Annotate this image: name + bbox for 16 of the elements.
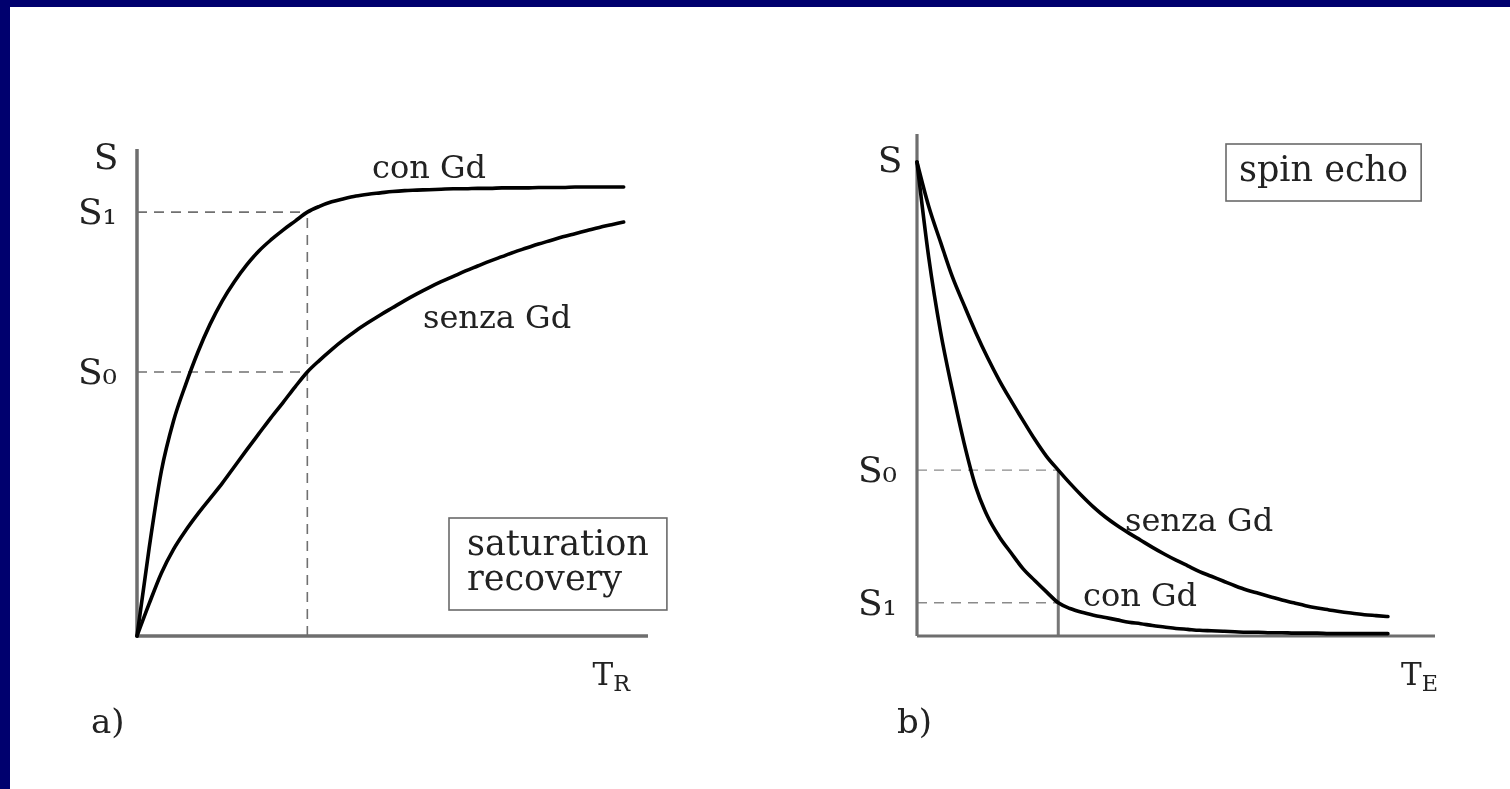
x-axis-title: T$_{E}$ bbox=[1401, 656, 1438, 697]
series-label: senza Gd bbox=[1125, 501, 1274, 539]
series-label: con Gd bbox=[1083, 576, 1198, 614]
annotation: saturation recovery bbox=[467, 523, 649, 598]
ref-line-label: S₁ bbox=[857, 581, 897, 623]
ref-line-label: S₁ bbox=[77, 191, 117, 233]
x-axis-title: T$_{R}$ bbox=[592, 656, 632, 697]
y-axis-title: S bbox=[93, 136, 119, 177]
text: b) bbox=[897, 701, 933, 741]
ref-line-label: S₀ bbox=[77, 350, 117, 392]
annotation: spin echo bbox=[1239, 149, 1409, 189]
series-label: con Gd bbox=[372, 148, 487, 186]
series-label: senza Gd bbox=[423, 298, 572, 336]
text: a) bbox=[91, 701, 125, 741]
y-axis-title: S bbox=[877, 139, 903, 180]
ref-line-label: S₀ bbox=[857, 449, 897, 491]
